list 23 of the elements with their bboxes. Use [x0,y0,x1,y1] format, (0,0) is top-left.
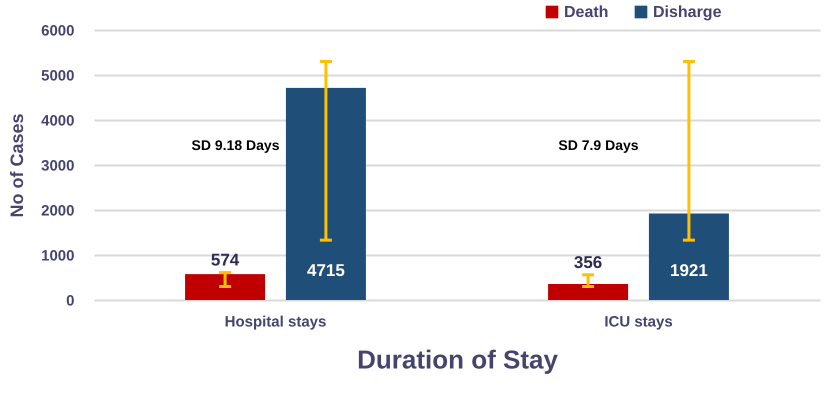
data-label: 1921 [670,261,708,280]
y-tick-label: 4000 [41,112,74,130]
bar [548,284,628,300]
annotation: SD 9.18 Days [192,137,280,153]
bar [286,88,366,300]
annotation: SD 7.9 Days [558,137,639,153]
y-tick-label: 2000 [41,202,74,220]
data-label: 4715 [307,261,345,280]
y-tick-label: 6000 [41,22,74,40]
data-label: 356 [574,252,602,272]
legend-label: Disharge [653,4,722,21]
y-tick-label: 5000 [41,68,74,84]
x-axis-title: Duration of Stay [357,344,558,374]
y-tick-label: 0 [66,292,74,310]
bar [185,274,266,300]
data-label: 574 [210,250,240,270]
x-tick-label: Hospital stays [224,314,326,330]
y-tick-label: 1000 [41,248,74,264]
y-axis-title: No of Cases [7,113,28,218]
x-tick-label: ICU stays [604,314,673,330]
bar [648,214,729,300]
y-tick-label: 3000 [41,158,74,174]
legend-label: Death [564,4,608,21]
